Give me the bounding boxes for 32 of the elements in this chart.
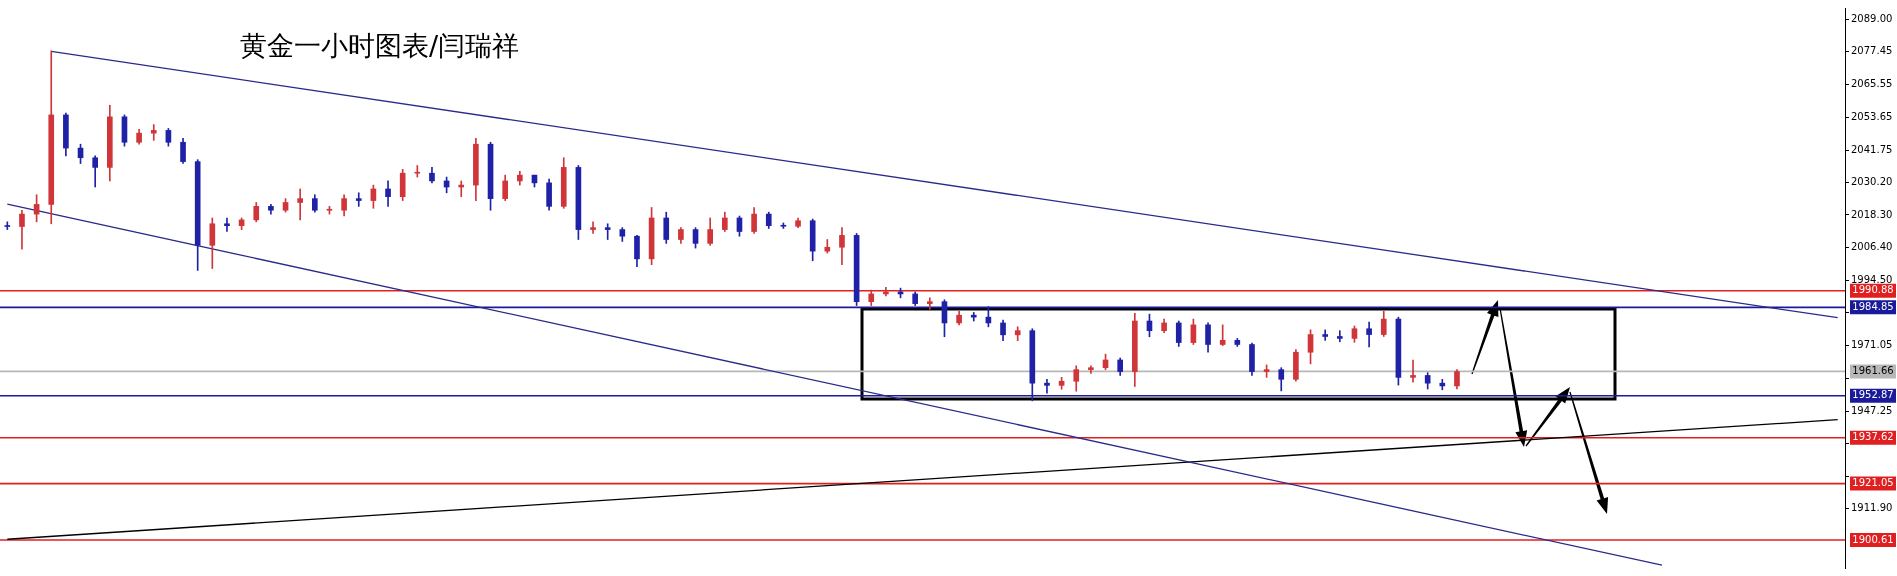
candlestick xyxy=(1044,378,1050,394)
candlestick xyxy=(1410,359,1416,383)
y-tick-label: 2053.65 xyxy=(1851,110,1893,122)
candlestick xyxy=(150,124,157,141)
ref-line-label: 1961.66 xyxy=(1852,365,1894,376)
ref-line-label: 1900.61 xyxy=(1852,533,1894,545)
candlestick xyxy=(224,217,230,232)
ref-line-label: 1937.62 xyxy=(1852,431,1894,443)
y-tick-label: 2077.45 xyxy=(1851,45,1893,57)
y-tick-label: 1994.50 xyxy=(1851,274,1893,286)
candlestick xyxy=(590,221,596,234)
candlestick xyxy=(297,188,304,221)
y-tick-label: 2030.20 xyxy=(1851,175,1893,187)
y-tick-label: 2089.00 xyxy=(1851,13,1893,25)
candlestick xyxy=(926,297,933,310)
y-tick-label: 2018.30 xyxy=(1851,208,1893,220)
candlestick xyxy=(1219,324,1226,346)
text: 黄金一小时图表/闫瑞祥 xyxy=(240,29,520,63)
candlestick xyxy=(355,192,362,207)
ref-line-label: 1921.05 xyxy=(1852,477,1894,489)
y-tick-label: 2041.75 xyxy=(1851,143,1893,155)
ref-line-label: 1984.85 xyxy=(1852,300,1894,312)
candlestick xyxy=(1336,330,1343,343)
y-tick-label: 1971.05 xyxy=(1851,339,1893,351)
y-tick-label: 2006.40 xyxy=(1851,241,1893,253)
y-tick-label: 2065.55 xyxy=(1851,77,1893,89)
y-tick-label: 1947.25 xyxy=(1851,404,1893,416)
ref-line-label: 1952.87 xyxy=(1852,389,1894,401)
ref-line-label: 1990.88 xyxy=(1852,284,1894,296)
candlestick xyxy=(604,223,611,240)
y-tick-label: 1911.90 xyxy=(1851,502,1893,514)
candlestick xyxy=(414,165,421,178)
